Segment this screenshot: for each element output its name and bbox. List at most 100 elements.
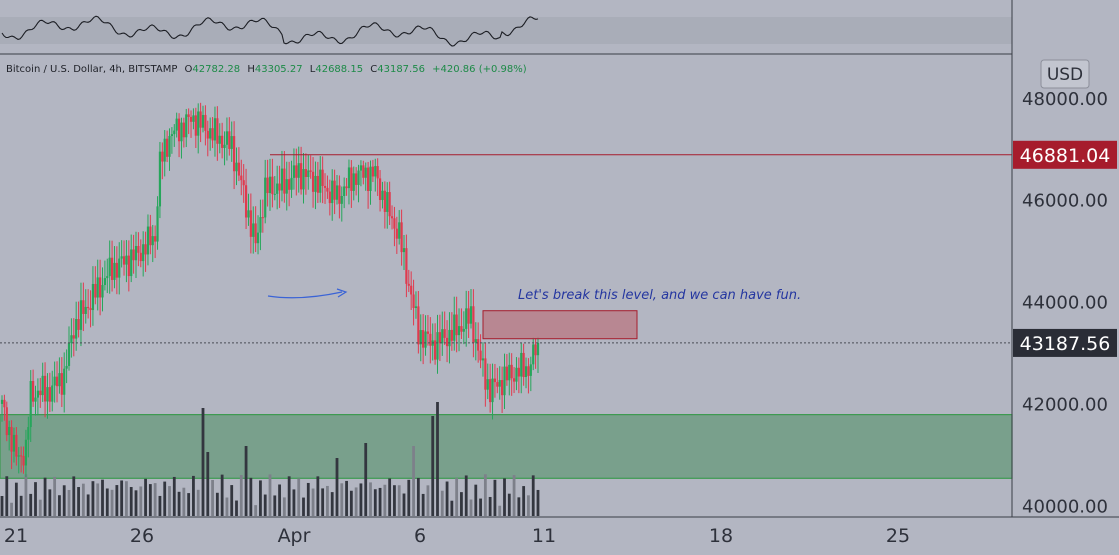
candle-body [367, 167, 370, 191]
time-tick-label: Apr [278, 525, 311, 547]
candle-body [113, 262, 116, 280]
volume-bar [273, 495, 277, 516]
volume-bar [287, 476, 291, 516]
candle-body [22, 455, 25, 466]
candle-body [347, 167, 351, 189]
volume-bar [383, 484, 387, 516]
candle-body [192, 115, 195, 122]
volume-bar [67, 489, 71, 516]
candle-body [252, 223, 255, 237]
candle-body [311, 171, 315, 192]
candle-body [412, 294, 415, 308]
candle-body [12, 434, 16, 452]
candle-body [477, 339, 480, 351]
volume-bar [215, 492, 219, 516]
candle-body [29, 380, 32, 428]
volume-bar [62, 485, 66, 516]
volume-bar [10, 502, 13, 516]
candle-body [132, 249, 135, 261]
candle-body [472, 306, 475, 343]
currency-badge[interactable] [1040, 59, 1090, 89]
volume-bar [34, 482, 37, 516]
candle-body [314, 175, 317, 192]
volume-bar [101, 479, 104, 516]
candle-body [510, 364, 513, 379]
volume-bar [483, 474, 487, 516]
candle-body [371, 166, 374, 177]
candle-body [295, 165, 298, 178]
candle-body [383, 190, 386, 212]
candle-body [333, 180, 336, 200]
candle-body [15, 434, 18, 457]
volume-bar [345, 480, 348, 516]
volume-bar [192, 475, 195, 516]
volume-bar [354, 487, 358, 516]
candle-body [106, 276, 109, 279]
candle-body [24, 439, 28, 466]
candle-body [249, 210, 252, 237]
candle-body [340, 195, 343, 204]
volume-bar [474, 484, 478, 516]
volume-bar [230, 485, 234, 516]
volume-bar [297, 478, 301, 516]
volume-bar [249, 477, 253, 516]
candle-body [309, 170, 312, 172]
candle-body [304, 169, 307, 178]
close-prefix: C [370, 64, 377, 75]
candle-body [87, 306, 90, 309]
candle-body [438, 332, 441, 344]
volume-bar [206, 452, 210, 516]
candle-body [393, 218, 396, 229]
volume-bar [450, 500, 454, 516]
candle-body [390, 216, 394, 219]
candle-body [489, 379, 492, 403]
candle-body [271, 176, 274, 195]
change-value: +420.86 (+0.98%) [432, 64, 527, 75]
time-tick-label: 18 [709, 525, 733, 547]
volume-bar [225, 497, 229, 516]
candle-body [307, 170, 310, 178]
candle-body [503, 366, 506, 396]
candle-body [395, 228, 398, 239]
volume-bar [81, 483, 85, 516]
volume-bar [335, 458, 339, 516]
volume-bar [201, 408, 205, 516]
candle-body [20, 455, 23, 457]
volume-bar [402, 493, 406, 516]
time-tick-label: 21 [4, 525, 28, 547]
candle-body [496, 382, 499, 387]
candle-body [51, 385, 54, 402]
close-value: 43187.56 [377, 64, 425, 75]
volume-bar [5, 476, 9, 516]
candle-body [94, 283, 97, 298]
volume-bar [426, 485, 430, 516]
candle-body [520, 352, 523, 377]
candle-body [55, 376, 59, 387]
candle-body [402, 248, 406, 253]
candle-body [199, 111, 202, 128]
candle-body [484, 358, 487, 390]
candle-body [273, 193, 276, 195]
candle-body [180, 122, 183, 142]
candle-body [3, 399, 6, 408]
volume-bar [503, 478, 506, 516]
candle-body [467, 308, 470, 324]
candle-body [233, 136, 236, 172]
candle-body [536, 342, 540, 356]
candle-body [335, 185, 339, 200]
candle-body [228, 131, 231, 149]
candle-body [216, 118, 219, 144]
volume-bar [536, 489, 540, 516]
candle-body [134, 245, 138, 261]
candles [0, 102, 540, 478]
volume-bar [464, 475, 468, 516]
candle-body [182, 122, 185, 138]
price-tick-label: 46000.00 [1022, 191, 1108, 212]
volume-bar [527, 495, 530, 516]
candle-body [240, 175, 243, 181]
candle-body [362, 165, 365, 178]
candle-body [230, 136, 233, 149]
candle-body [46, 387, 49, 402]
candle-body [161, 151, 164, 162]
